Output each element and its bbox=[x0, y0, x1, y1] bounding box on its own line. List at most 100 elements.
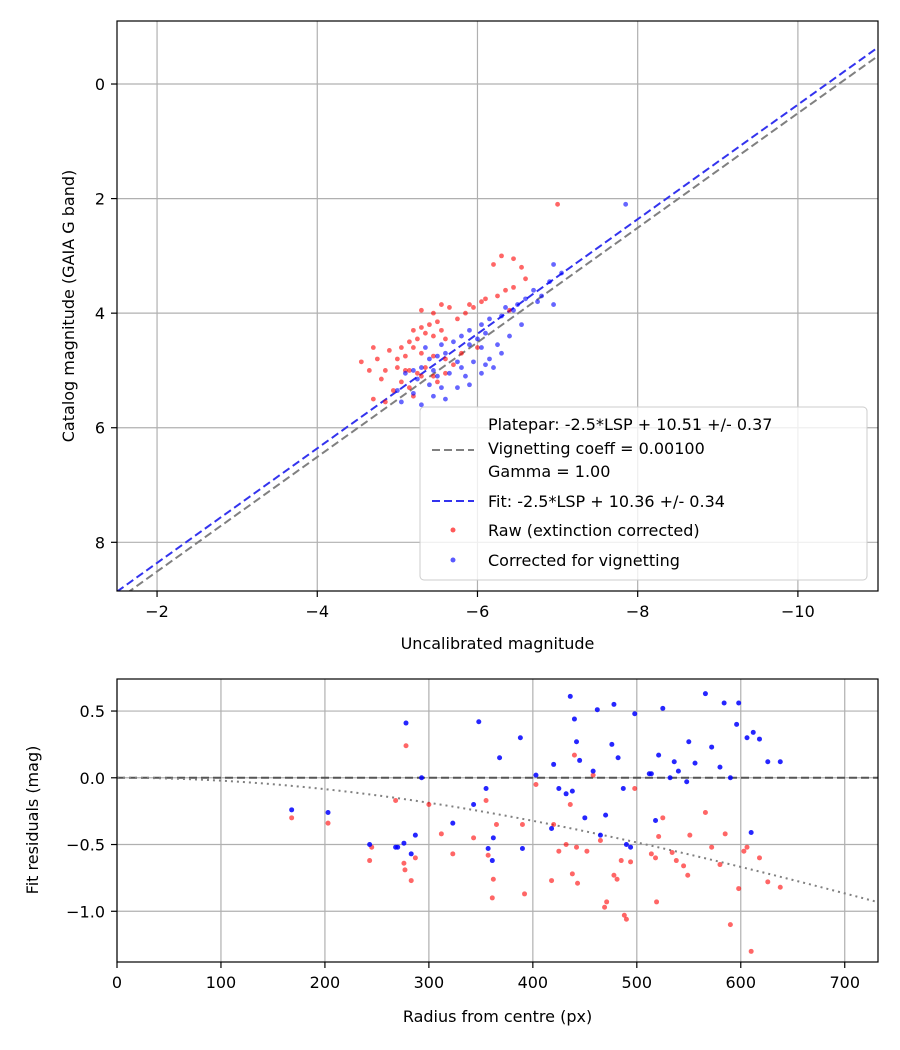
raw-point bbox=[451, 362, 456, 368]
corrected-residual-point bbox=[692, 760, 698, 766]
x-tick-label: 200 bbox=[310, 973, 341, 992]
raw-point bbox=[406, 385, 412, 391]
corrected-point bbox=[463, 373, 468, 379]
corrected-residual-point bbox=[628, 844, 634, 850]
corrected-point bbox=[459, 333, 464, 339]
raw-point bbox=[419, 373, 424, 379]
raw-point bbox=[431, 353, 436, 359]
corrected-point bbox=[483, 330, 488, 336]
raw-point bbox=[519, 264, 524, 270]
raw-point bbox=[479, 299, 484, 305]
raw-point bbox=[523, 276, 528, 282]
corrected-residual-point bbox=[408, 851, 414, 857]
corrected-residual-point bbox=[563, 791, 569, 797]
x-tick-label: −8 bbox=[626, 602, 650, 621]
raw-residual-point bbox=[403, 743, 409, 749]
corrected-residual-point bbox=[403, 720, 409, 726]
corrected-point bbox=[439, 342, 444, 348]
residuals-y-axis-label: Fit residuals (mag) bbox=[23, 746, 42, 895]
corrected-residual-point bbox=[412, 832, 418, 838]
legend-marker-corrected bbox=[450, 557, 456, 563]
corrected-residual-point bbox=[646, 771, 652, 777]
raw-residual-point bbox=[575, 880, 581, 886]
corrected-residual-point bbox=[721, 700, 727, 706]
x-tick-label: −6 bbox=[466, 602, 490, 621]
corrected-residual-point bbox=[632, 711, 638, 717]
corrected-residual-point bbox=[777, 759, 783, 765]
raw-residual-point bbox=[744, 844, 750, 850]
raw-residual-point bbox=[654, 899, 660, 905]
raw-point bbox=[483, 296, 488, 302]
corrected-point bbox=[491, 365, 496, 370]
corrected-point bbox=[447, 370, 452, 376]
corrected-point bbox=[515, 302, 520, 307]
raw-residual-point bbox=[653, 855, 659, 861]
corrected-residual-point bbox=[450, 820, 456, 826]
raw-point bbox=[443, 356, 448, 362]
raw-residual-point bbox=[556, 848, 562, 854]
corrected-point bbox=[551, 262, 556, 267]
corrected-point bbox=[503, 305, 508, 310]
raw-residual-point bbox=[681, 863, 687, 869]
corrected-point bbox=[479, 322, 484, 328]
corrected-residual-point bbox=[485, 846, 491, 852]
corrected-point bbox=[495, 342, 500, 348]
raw-point bbox=[507, 307, 512, 313]
corrected-point bbox=[535, 299, 540, 305]
raw-point bbox=[390, 388, 396, 393]
raw-residual-point bbox=[611, 872, 617, 878]
y-tick-label: 0.0 bbox=[80, 769, 105, 788]
corrected-residual-point bbox=[748, 830, 754, 836]
corrected-residual-point bbox=[750, 729, 756, 735]
corrected-residual-point bbox=[656, 752, 662, 758]
raw-residual-point bbox=[727, 922, 733, 928]
corrected-point bbox=[551, 302, 556, 307]
corrected-residual-point bbox=[569, 788, 575, 794]
corrected-residual-point bbox=[671, 759, 677, 765]
raw-residual-point bbox=[656, 834, 662, 840]
raw-residual-point bbox=[709, 844, 715, 850]
raw-residual-point bbox=[741, 848, 747, 854]
corrected-point bbox=[475, 336, 480, 342]
corrected-residual-point bbox=[686, 739, 692, 745]
raw-point bbox=[378, 376, 384, 382]
raw-residual-point bbox=[483, 797, 489, 803]
corrected-point bbox=[467, 342, 472, 348]
raw-point bbox=[423, 365, 428, 370]
raw-residual-point bbox=[325, 820, 331, 826]
raw-point bbox=[374, 356, 380, 362]
raw-point bbox=[495, 293, 500, 299]
raw-residual-point bbox=[408, 878, 414, 884]
corrected-point bbox=[487, 356, 492, 362]
raw-point bbox=[443, 336, 448, 342]
corrected-point bbox=[511, 307, 516, 313]
raw-point bbox=[366, 368, 372, 373]
corrected-residual-point bbox=[623, 842, 629, 848]
raw-point bbox=[491, 262, 496, 267]
corrected-residual-point bbox=[567, 693, 573, 699]
corrected-residual-point bbox=[702, 691, 708, 697]
x-tick-label: −10 bbox=[781, 602, 815, 621]
corrected-point bbox=[519, 322, 524, 328]
raw-residual-point bbox=[402, 867, 408, 873]
corrected-point bbox=[410, 390, 416, 396]
raw-point bbox=[406, 368, 412, 373]
raw-point bbox=[382, 368, 388, 373]
corrected-residual-point bbox=[476, 719, 482, 725]
corrected-point bbox=[431, 393, 436, 399]
x-tick-label: 600 bbox=[725, 973, 756, 992]
corrected-residual-point bbox=[490, 835, 496, 841]
corrected-residual-point bbox=[519, 846, 525, 852]
raw-residual-point bbox=[621, 912, 627, 918]
corrected-point bbox=[443, 396, 448, 402]
calibration-x-axis-label: Uncalibrated magnitude bbox=[401, 634, 595, 653]
raw-point bbox=[394, 356, 400, 362]
raw-residual-point bbox=[765, 879, 771, 885]
residuals-panel: 0 100 200 300 400 500 600 700 0.5 0.0 −0.5 −1.0 Rad… bbox=[23, 678, 879, 1026]
raw-residual-point bbox=[584, 848, 590, 854]
corrected-point bbox=[487, 316, 492, 322]
vignetting-model-curve bbox=[117, 776, 878, 904]
corrected-residual-point bbox=[709, 744, 715, 750]
x-tick-label: −2 bbox=[145, 602, 169, 621]
